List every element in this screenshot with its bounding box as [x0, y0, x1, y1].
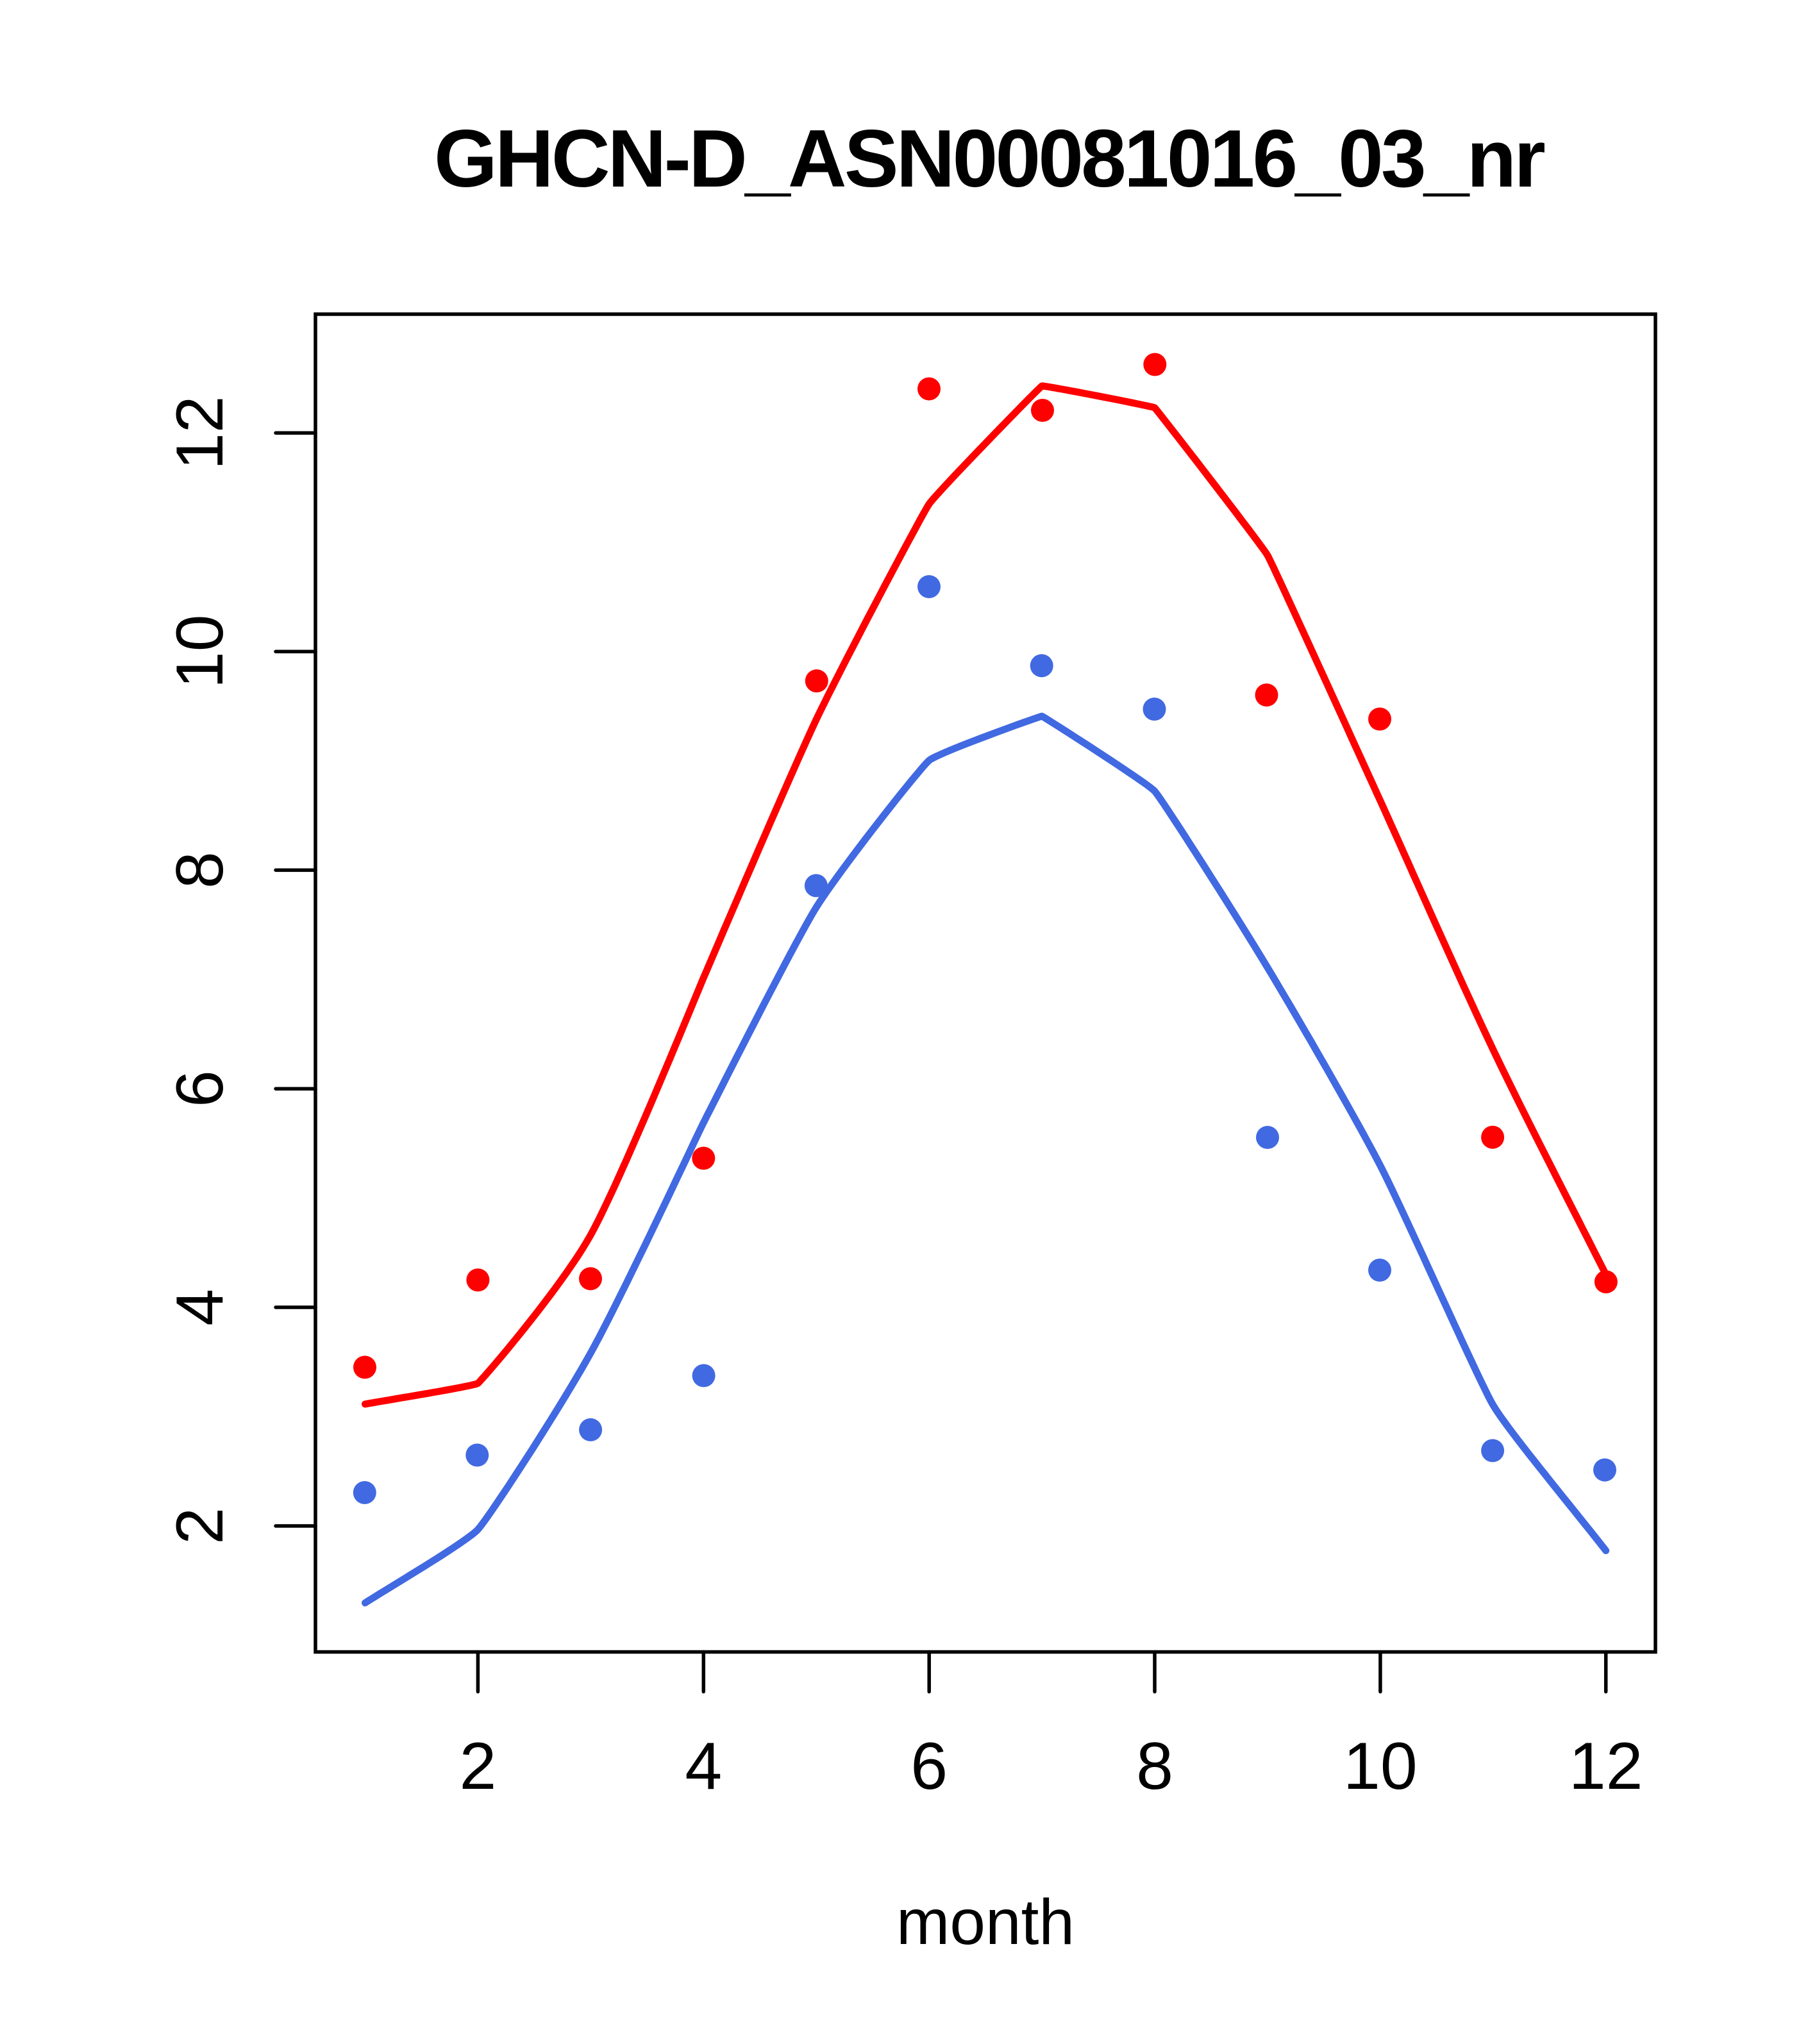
svg-text:2: 2	[459, 1729, 496, 1804]
svg-text:10: 10	[1343, 1729, 1418, 1804]
svg-text:month: month	[896, 1886, 1075, 1958]
svg-text:6: 6	[163, 1070, 237, 1107]
svg-text:6: 6	[910, 1729, 948, 1804]
svg-text:12: 12	[1569, 1729, 1643, 1804]
svg-text:8: 8	[1136, 1729, 1173, 1804]
svg-text:8: 8	[163, 851, 237, 889]
svg-text:4: 4	[163, 1289, 237, 1326]
svg-text:10: 10	[163, 614, 237, 689]
svg-text:GHCN-D_ASN00081016_03_nr: GHCN-D_ASN00081016_03_nr	[434, 113, 1545, 204]
svg-text:12: 12	[163, 396, 237, 470]
svg-text:2: 2	[163, 1507, 237, 1545]
svg-text:4: 4	[685, 1729, 722, 1804]
